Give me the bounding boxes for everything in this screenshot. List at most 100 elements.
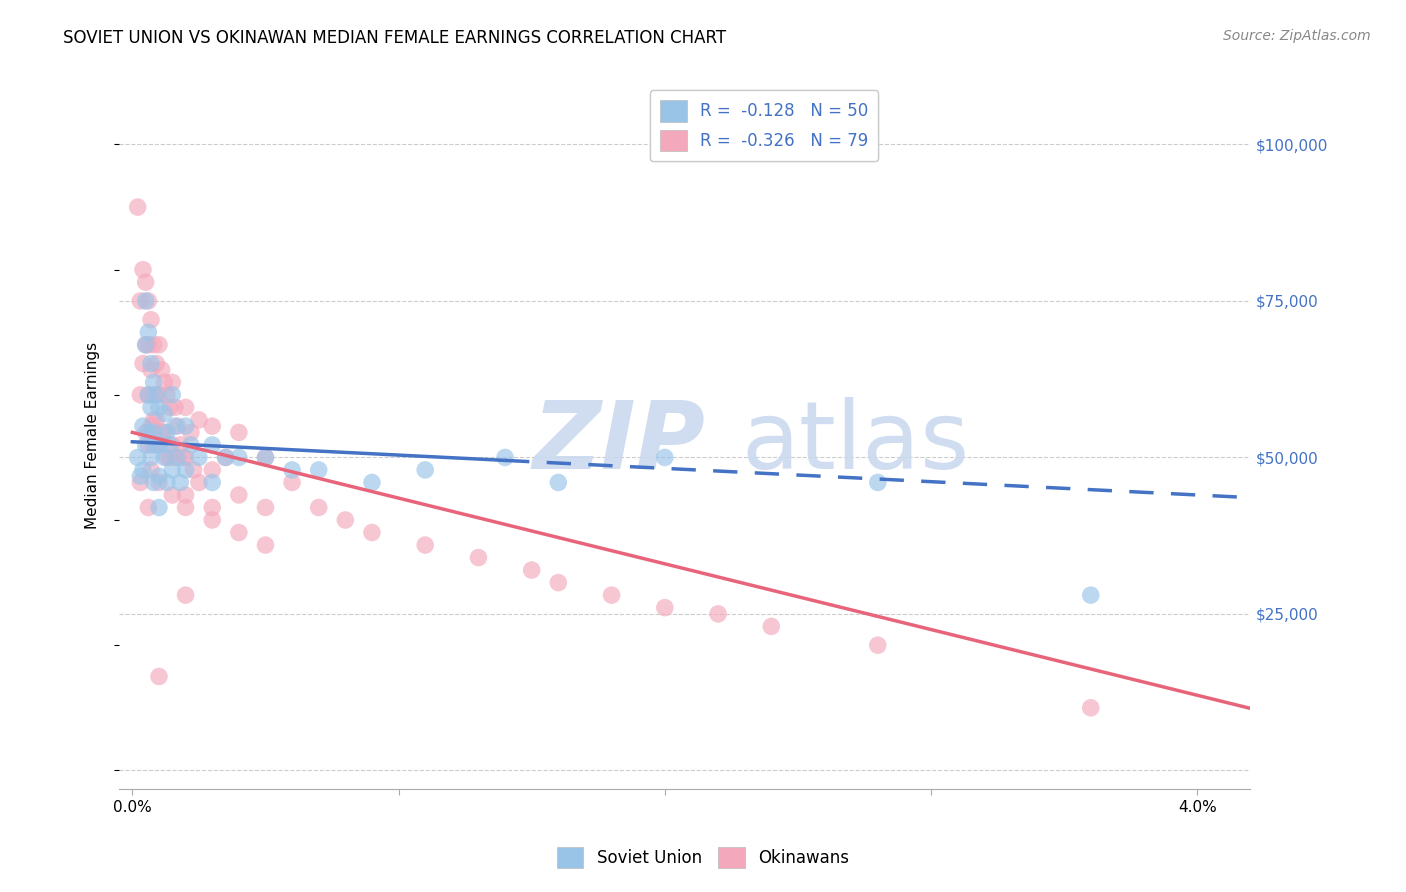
Point <box>132 463 155 477</box>
Point <box>707 607 730 621</box>
Point <box>139 357 162 371</box>
Point <box>413 538 436 552</box>
Point <box>159 401 181 415</box>
Point <box>174 401 197 415</box>
Point <box>162 388 184 402</box>
Point <box>139 363 162 377</box>
Point <box>228 525 250 540</box>
Point <box>174 450 197 465</box>
Point <box>600 588 623 602</box>
Point <box>174 588 197 602</box>
Legend: Soviet Union, Okinawans: Soviet Union, Okinawans <box>550 840 856 875</box>
Point <box>187 475 209 490</box>
Point <box>153 450 176 465</box>
Point <box>361 475 384 490</box>
Point <box>159 450 181 465</box>
Point <box>148 475 170 490</box>
Point <box>254 500 277 515</box>
Point <box>138 388 160 402</box>
Point <box>148 438 170 452</box>
Point <box>135 338 157 352</box>
Point <box>127 450 149 465</box>
Point <box>150 363 173 377</box>
Point <box>547 475 569 490</box>
Point <box>166 419 188 434</box>
Point <box>148 401 170 415</box>
Point <box>139 312 162 326</box>
Point <box>228 425 250 440</box>
Point <box>142 376 165 390</box>
Point <box>654 600 676 615</box>
Point <box>142 338 165 352</box>
Point <box>129 388 152 402</box>
Point <box>138 293 160 308</box>
Point <box>148 388 170 402</box>
Point <box>139 401 162 415</box>
Point <box>162 463 184 477</box>
Point <box>174 419 197 434</box>
Point <box>145 357 167 371</box>
Point <box>162 376 184 390</box>
Point <box>166 450 188 465</box>
Point <box>201 513 224 527</box>
Point <box>139 450 162 465</box>
Point <box>547 575 569 590</box>
Point <box>162 438 184 452</box>
Point <box>201 438 224 452</box>
Point <box>174 463 197 477</box>
Point <box>138 500 160 515</box>
Point <box>187 450 209 465</box>
Point <box>139 419 162 434</box>
Point <box>142 425 165 440</box>
Point <box>159 438 181 452</box>
Point <box>201 500 224 515</box>
Point <box>138 438 160 452</box>
Point <box>138 388 160 402</box>
Point <box>201 475 224 490</box>
Point <box>183 463 205 477</box>
Text: atlas: atlas <box>741 397 970 489</box>
Point <box>148 500 170 515</box>
Point <box>163 419 186 434</box>
Point <box>254 538 277 552</box>
Point <box>180 425 202 440</box>
Point <box>145 388 167 402</box>
Point <box>1080 700 1102 714</box>
Point <box>520 563 543 577</box>
Point <box>187 413 209 427</box>
Point <box>281 463 304 477</box>
Point <box>148 469 170 483</box>
Point <box>201 419 224 434</box>
Point <box>135 438 157 452</box>
Point <box>214 450 236 465</box>
Point <box>138 338 160 352</box>
Point <box>494 450 516 465</box>
Point <box>254 450 277 465</box>
Point <box>163 450 186 465</box>
Point <box>361 525 384 540</box>
Point <box>156 475 179 490</box>
Text: Source: ZipAtlas.com: Source: ZipAtlas.com <box>1223 29 1371 43</box>
Point <box>153 425 176 440</box>
Point <box>308 463 330 477</box>
Point <box>135 293 157 308</box>
Point <box>308 500 330 515</box>
Point <box>163 401 186 415</box>
Point <box>139 463 162 477</box>
Point <box>135 338 157 352</box>
Point <box>467 550 489 565</box>
Point <box>413 463 436 477</box>
Point <box>180 438 202 452</box>
Point <box>145 438 167 452</box>
Point <box>132 262 155 277</box>
Text: SOVIET UNION VS OKINAWAN MEDIAN FEMALE EARNINGS CORRELATION CHART: SOVIET UNION VS OKINAWAN MEDIAN FEMALE E… <box>63 29 727 46</box>
Point <box>169 475 191 490</box>
Point <box>135 275 157 289</box>
Point <box>335 513 357 527</box>
Point <box>174 500 197 515</box>
Point <box>148 669 170 683</box>
Point <box>148 338 170 352</box>
Point <box>654 450 676 465</box>
Point <box>866 475 889 490</box>
Point <box>138 425 160 440</box>
